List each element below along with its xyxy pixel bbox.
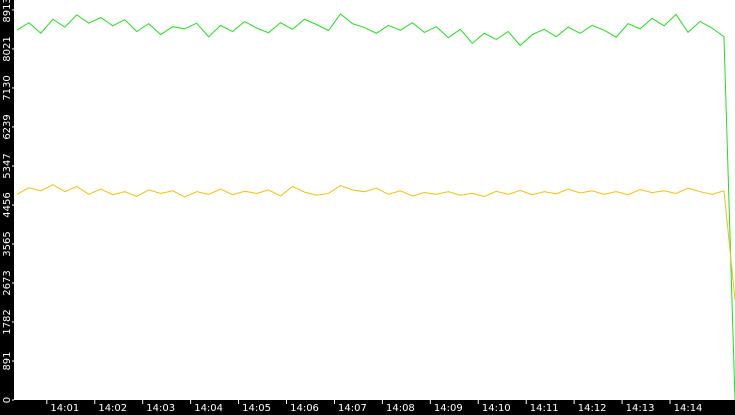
x-tick-label: 14:07 [338,403,367,414]
y-tick-label: 4456 [2,192,13,217]
plot-area [14,0,735,400]
y-tick-label: 891 [2,351,13,370]
x-tick-label: 14:02 [98,403,127,414]
x-tick-label: 14:11 [530,403,559,414]
y-tick-label: 6239 [2,114,13,139]
x-tick-label: 14:06 [290,403,319,414]
x-tick-label: 14:05 [242,403,271,414]
y-tick-label: 8021 [2,36,13,61]
x-tick-label: 14:10 [482,403,511,414]
x-tick-label: 14:09 [434,403,463,414]
series-line [16,13,735,401]
y-tick-label: 7130 [2,75,13,100]
x-tick-label: 14:13 [626,403,655,414]
x-tick-label: 14:03 [146,403,175,414]
series-line [16,184,735,300]
x-tick-label: 14:01 [50,403,79,414]
x-tick-label: 14:04 [194,403,223,414]
y-tick-label: 2673 [2,270,13,295]
y-tick-label: 0 [2,397,13,403]
y-tick-label: 3565 [2,231,13,256]
y-tick-label: 5347 [2,153,13,178]
x-tick-label: 14:14 [674,403,703,414]
x-tick-label: 14:12 [578,403,607,414]
y-tick-label: 1782 [2,309,13,334]
x-tick-label: 14:08 [386,403,415,414]
y-tick-label: 8913 [2,0,13,23]
